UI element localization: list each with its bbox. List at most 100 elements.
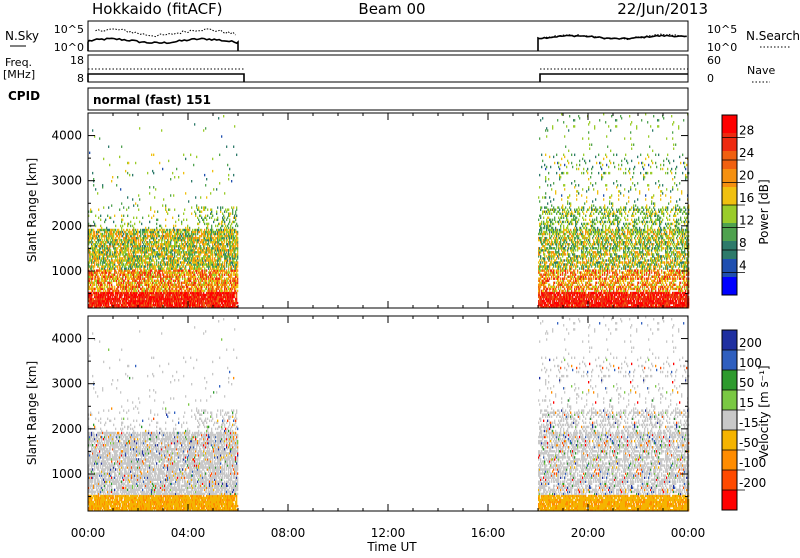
power-cell xyxy=(121,202,122,204)
power-cell xyxy=(225,225,226,227)
power-cell xyxy=(185,192,186,194)
power-cell xyxy=(188,200,189,202)
power-cell xyxy=(120,274,121,276)
power-cell xyxy=(172,172,173,174)
power-cell xyxy=(119,235,120,237)
power-cell xyxy=(195,213,196,215)
power-cell xyxy=(116,184,117,186)
power-cell xyxy=(92,172,93,174)
power-cell xyxy=(100,219,101,221)
power-cell xyxy=(236,209,237,211)
power-cell xyxy=(177,241,178,243)
power-cell xyxy=(154,196,155,198)
power-cell xyxy=(127,215,128,217)
power-cell xyxy=(128,223,129,225)
power-cell xyxy=(138,194,139,196)
power-cell xyxy=(221,135,222,137)
power-cell xyxy=(118,290,119,292)
power-cell xyxy=(189,233,190,235)
power-cell xyxy=(133,217,134,219)
power-cell xyxy=(124,223,125,225)
power-cell xyxy=(147,172,148,174)
power-cell xyxy=(212,158,213,160)
power-cell xyxy=(205,206,206,208)
power-cell xyxy=(231,206,232,208)
power-cell xyxy=(184,209,185,211)
power-cell xyxy=(237,247,238,249)
power-cell xyxy=(174,229,175,231)
nsearch-label: N.Search xyxy=(746,29,800,43)
power-cell xyxy=(153,172,154,174)
power-cell xyxy=(198,206,199,208)
power-cell xyxy=(236,292,237,294)
power-cell xyxy=(135,202,136,204)
nsky-panel-frame xyxy=(88,21,688,51)
freq-tick-bottom: 8 xyxy=(77,72,84,85)
power-cell xyxy=(157,211,158,213)
power-cell xyxy=(231,180,232,182)
power-cell xyxy=(153,215,154,217)
power-cell xyxy=(211,225,212,227)
power-cell xyxy=(152,271,153,273)
power-cell xyxy=(205,215,206,217)
power-cell xyxy=(170,241,171,243)
power-cell xyxy=(539,186,540,188)
power-cell xyxy=(169,209,170,211)
power-cell xyxy=(224,274,225,276)
power-cell xyxy=(153,154,154,156)
power-cell xyxy=(200,196,201,198)
power-cell xyxy=(204,209,205,211)
power-cell xyxy=(228,267,229,269)
power-cell xyxy=(97,192,98,194)
power-cell xyxy=(229,215,230,217)
date-title: 22/Jun/2013 xyxy=(617,0,708,18)
power-cell xyxy=(103,158,104,160)
power-cell xyxy=(128,247,129,249)
power-cell xyxy=(138,290,139,292)
power-cell xyxy=(539,137,540,139)
power-cell xyxy=(150,209,151,211)
power-cell xyxy=(174,209,175,211)
power-cell xyxy=(136,241,137,243)
power-cell xyxy=(139,198,140,200)
power-cell xyxy=(174,176,175,178)
power-cell xyxy=(191,206,192,208)
power-cell xyxy=(102,239,103,241)
power-cell xyxy=(170,194,171,196)
power-cell xyxy=(105,284,106,286)
power-cell xyxy=(178,219,179,221)
power-cell xyxy=(156,259,157,261)
power-cell xyxy=(218,117,219,119)
power-cell xyxy=(222,286,223,288)
power-cell xyxy=(179,280,180,282)
power-cell xyxy=(121,221,122,223)
power-cell xyxy=(125,170,126,172)
nsky-tick-top: 10^5 xyxy=(54,23,84,36)
power-cell xyxy=(110,249,111,251)
power-cell xyxy=(217,217,218,219)
power-cell xyxy=(212,253,213,255)
power-cell xyxy=(184,286,185,288)
power-cell xyxy=(135,162,136,164)
power-cell xyxy=(149,186,150,188)
power-cell xyxy=(121,146,122,148)
power-cell xyxy=(114,215,115,217)
power-cell xyxy=(165,204,166,206)
power-cell xyxy=(219,154,220,156)
power-cell xyxy=(206,219,207,221)
power-cell xyxy=(175,280,176,282)
power-cell xyxy=(132,198,133,200)
power-cell xyxy=(226,146,227,148)
power-cell xyxy=(130,221,131,223)
power-cell xyxy=(201,211,202,213)
power-cell xyxy=(121,215,122,217)
power-cell xyxy=(208,241,209,243)
power-cell xyxy=(237,269,238,271)
power-cell xyxy=(120,225,121,227)
power-cell xyxy=(539,200,540,202)
power-cell xyxy=(217,206,218,208)
power-cell xyxy=(131,247,132,249)
freq-tick-top: 18 xyxy=(70,54,84,67)
power-cell xyxy=(108,146,109,148)
